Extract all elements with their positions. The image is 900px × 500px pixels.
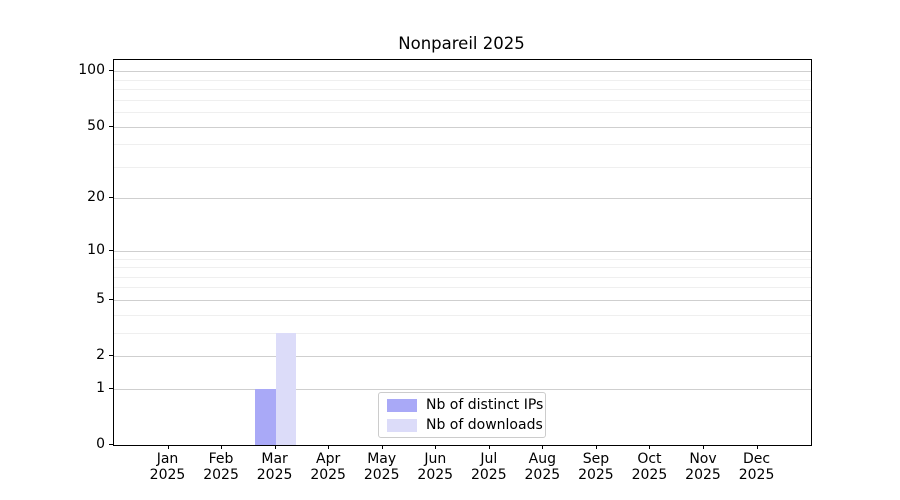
legend: Nb of distinct IPs Nb of downloads [378, 392, 546, 438]
x-tick-oct [649, 445, 651, 449]
legend-label-distinct-ips: Nb of distinct IPs [426, 397, 544, 413]
legend-swatch-downloads [387, 418, 417, 432]
gridline-minor-8 [114, 267, 811, 269]
gridline-minor-70 [114, 99, 811, 101]
x-tick-label-nov: Nov 2025 [673, 451, 733, 483]
y-tick-100 [109, 70, 113, 72]
x-tick-jan [167, 445, 169, 449]
y-tick-label-5: 5 [96, 290, 105, 307]
x-tick-year-jul: 2025 [470, 467, 507, 483]
gridline-minor-30 [114, 166, 811, 168]
x-tick-label-dec: Dec 2025 [727, 451, 787, 483]
legend-swatch-distinct-ips [387, 398, 417, 412]
x-tick-year-sep: 2025 [578, 467, 614, 483]
gridline-minor-9 [114, 258, 811, 260]
x-tick-sep [595, 445, 597, 449]
x-tick-label-jun: Jun 2025 [405, 451, 465, 483]
y-tick-5 [109, 298, 113, 300]
gridline-minor-90 [114, 79, 811, 81]
x-tick-year-jun: 2025 [417, 467, 454, 483]
y-tick-20 [109, 197, 113, 199]
x-tick-year-mar: 2025 [256, 467, 293, 483]
x-tick-label-mar: Mar 2025 [245, 451, 305, 483]
x-tick-dec [756, 445, 758, 449]
x-tick-label-apr: Apr 2025 [298, 451, 358, 483]
y-tick-label-20: 20 [87, 189, 105, 206]
gridline-major-100 [114, 71, 811, 73]
gridline-minor-4 [114, 314, 811, 316]
x-tick-label-sep: Sep 2025 [566, 451, 626, 483]
bar-nb-of-downloads-mar [275, 332, 297, 445]
bar-nb-of-distinct-ips-mar [255, 388, 276, 445]
y-tick-label-1: 1 [96, 379, 105, 396]
x-tick-feb [221, 445, 223, 449]
y-tick-label-50: 50 [87, 117, 105, 134]
gridline-major-2 [114, 356, 811, 358]
x-tick-label-jul: Jul 2025 [459, 451, 519, 483]
x-tick-label-feb: Feb 2025 [191, 451, 251, 483]
x-tick-year-aug: 2025 [524, 467, 561, 483]
y-tick-label-10: 10 [87, 241, 105, 258]
x-tick-jul [488, 445, 490, 449]
x-tick-year-nov: 2025 [685, 467, 721, 483]
x-tick-year-oct: 2025 [631, 467, 668, 483]
legend-label-downloads: Nb of downloads [426, 417, 543, 433]
plot-area: Nb of distinct IPs Nb of downloads [113, 59, 812, 446]
chart-title: Nonpareil 2025 [398, 34, 525, 53]
x-tick-aug [542, 445, 544, 449]
gridline-minor-80 [114, 89, 811, 91]
x-tick-year-feb: 2025 [203, 467, 239, 483]
x-tick-year-apr: 2025 [310, 467, 346, 483]
gridline-major-10 [114, 250, 811, 252]
x-tick-year-may: 2025 [363, 467, 400, 483]
x-tick-label-oct: Oct 2025 [619, 451, 679, 483]
gridline-minor-3 [114, 332, 811, 334]
y-tick-0 [109, 444, 113, 445]
gridline-minor-60 [114, 112, 811, 114]
x-tick-year-jan: 2025 [149, 467, 186, 483]
x-tick-year-dec: 2025 [738, 467, 775, 483]
y-tick-label-2: 2 [96, 347, 105, 364]
x-tick-label-jan: Jan 2025 [138, 451, 198, 483]
gridline-major-5 [114, 299, 811, 301]
y-tick-label-100: 100 [78, 62, 105, 79]
x-tick-mar [274, 445, 276, 449]
gridline-minor-6 [114, 287, 811, 289]
gridline-major-20 [114, 198, 811, 200]
gridline-minor-7 [114, 276, 811, 278]
y-tick-2 [109, 355, 113, 357]
x-tick-label-aug: Aug 2025 [512, 451, 572, 483]
legend-item-downloads: Nb of downloads [387, 415, 545, 435]
y-tick-50 [109, 125, 113, 127]
gridline-major-1 [114, 388, 811, 390]
gridline-major-50 [114, 126, 811, 128]
y-tick-1 [109, 387, 113, 389]
x-tick-jun [435, 445, 437, 449]
x-tick-nov [703, 445, 704, 449]
y-tick-10 [109, 249, 113, 251]
x-tick-label-may: May 2025 [352, 451, 412, 483]
legend-item-distinct-ips: Nb of distinct IPs [387, 395, 545, 415]
gridline-minor-40 [114, 144, 811, 146]
x-tick-apr [328, 445, 330, 449]
y-tick-label-0: 0 [96, 436, 105, 452]
x-tick-may [381, 445, 383, 449]
